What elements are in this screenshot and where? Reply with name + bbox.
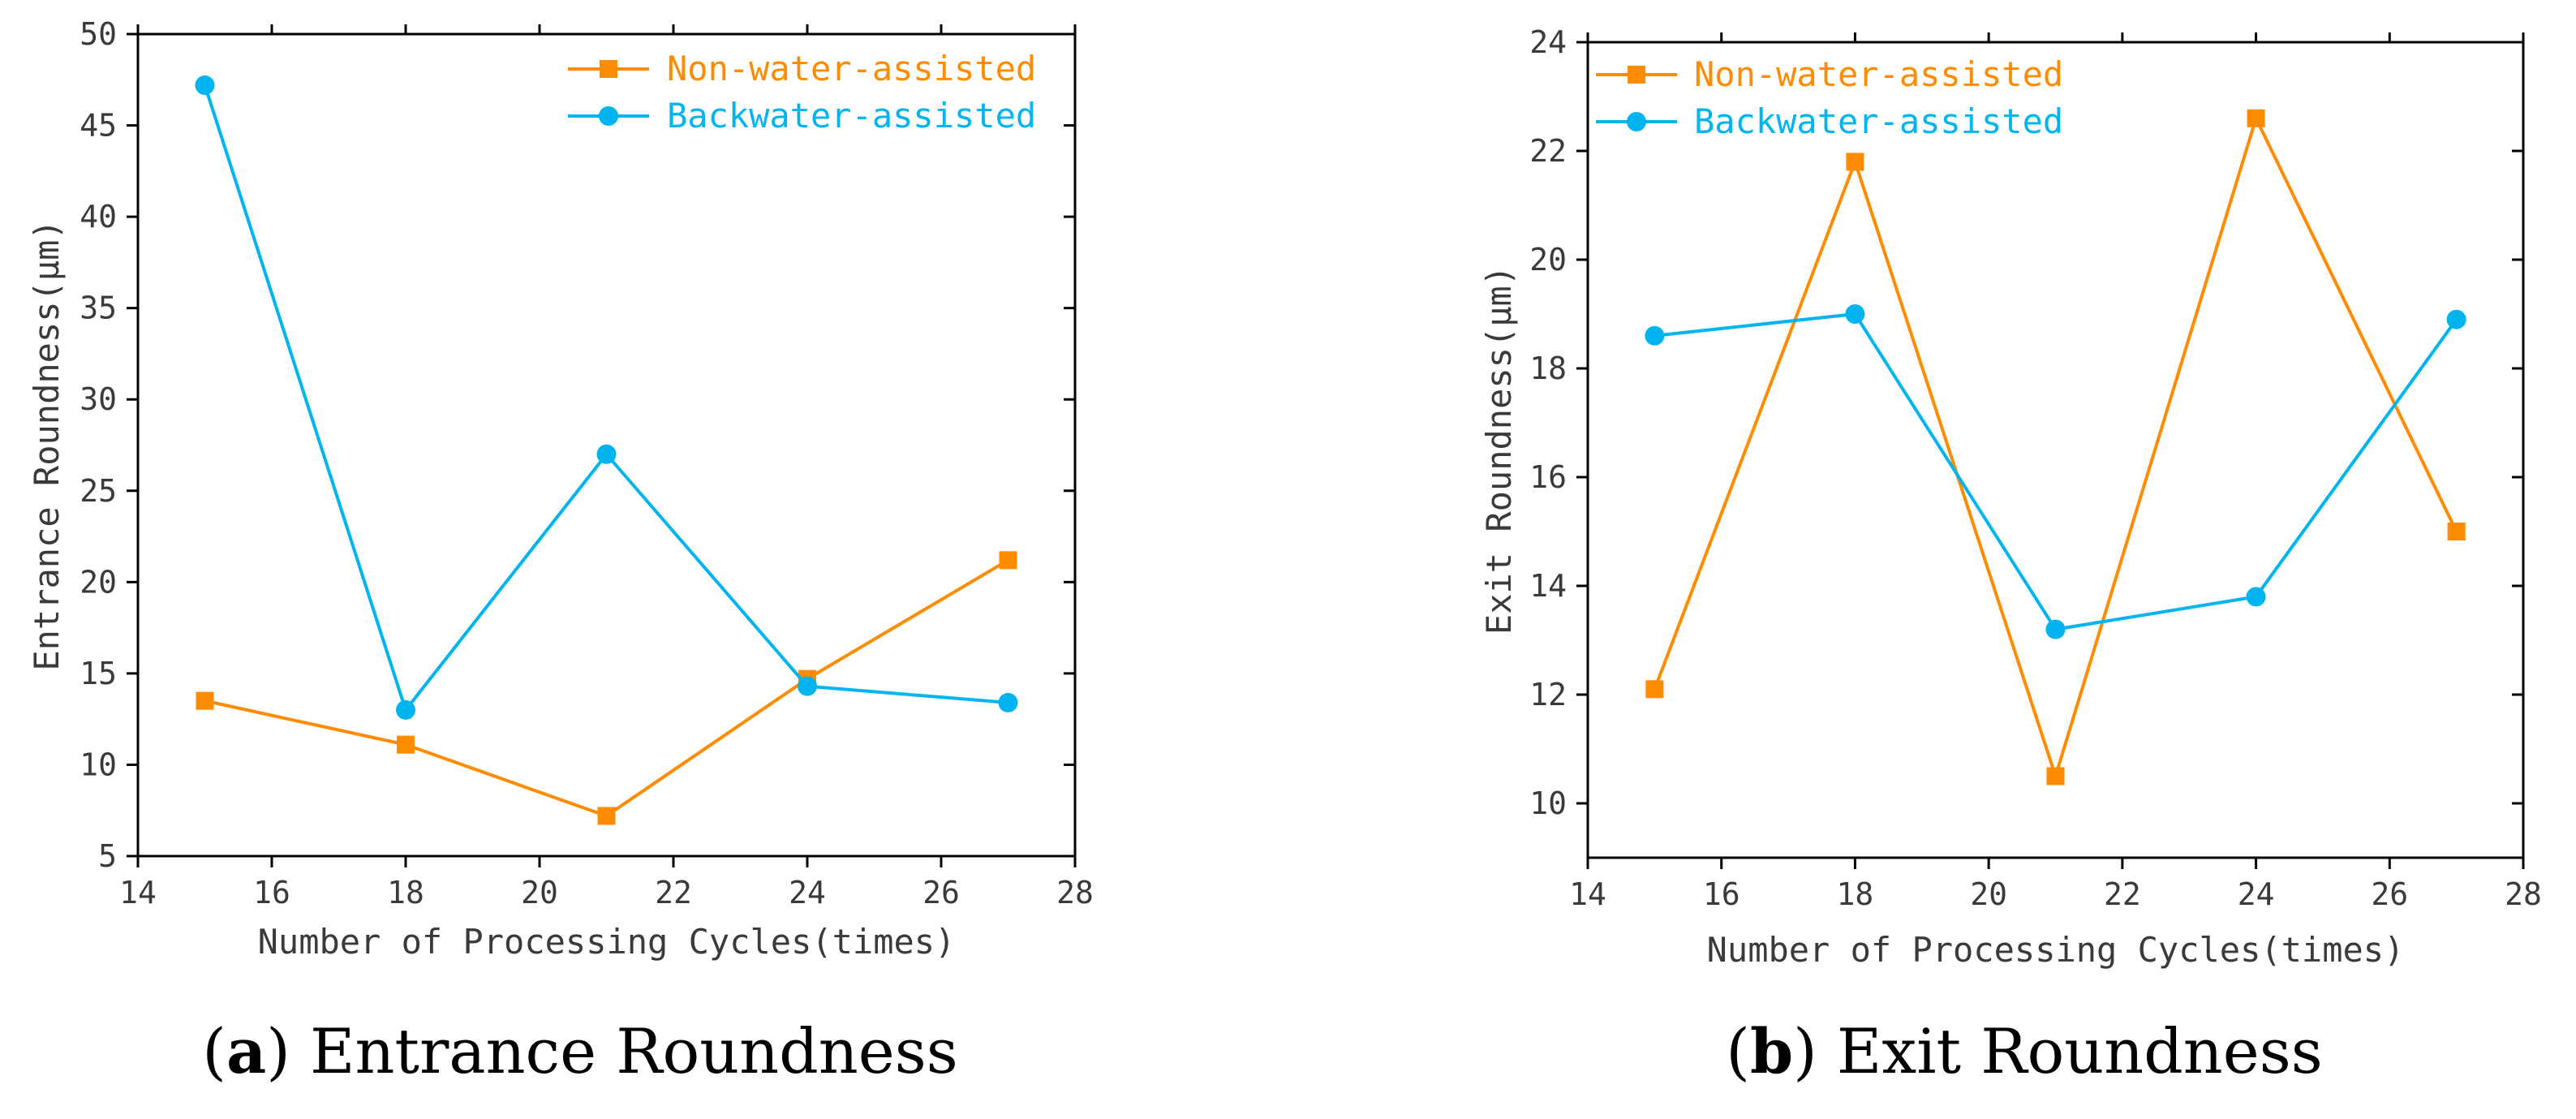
panel-b-data-point-circle bbox=[2045, 619, 2066, 639]
panel-b-y-tick-label: 18 bbox=[1529, 351, 1567, 386]
panel-b-data-point-circle bbox=[2446, 309, 2466, 329]
panel-a-y-tick-label: 40 bbox=[80, 199, 117, 235]
panel-a-legend-label: Non-water-assisted bbox=[667, 49, 1036, 88]
panel-b-x-tick-label: 18 bbox=[1837, 876, 1874, 912]
panel-a-x-tick-label: 16 bbox=[253, 875, 290, 910]
panel-b-data-point-circle bbox=[1845, 304, 1865, 324]
panel-b-x-axis-label: Number of Processing Cycles(times) bbox=[1707, 930, 2405, 970]
panel-a-data-point-circle bbox=[998, 692, 1018, 712]
panel-a-x-tick-label: 26 bbox=[922, 875, 960, 910]
panel-b-legend-entry-2: Backwater-assisted bbox=[1596, 101, 2063, 141]
panel-b-y-tick-label: 10 bbox=[1529, 785, 1567, 821]
panel-a-data-point-circle bbox=[596, 444, 617, 464]
panel-b-plot-frame bbox=[1586, 41, 2525, 859]
panel-b-y-tick-label: 20 bbox=[1529, 242, 1567, 278]
panel-a-y-tick-label: 25 bbox=[80, 473, 117, 509]
panel-a-plot-frame bbox=[136, 32, 1077, 858]
panel-b-legend-label: Non-water-assisted bbox=[1694, 54, 2063, 94]
panel-b-data-point-square bbox=[1645, 680, 1664, 699]
panel-b-series-line-1 bbox=[1653, 114, 2458, 782]
panel-a-series-line-1 bbox=[204, 558, 1009, 818]
panel-a-x-tick-label: 28 bbox=[1056, 875, 1094, 910]
panel-b-y-tick-label: 24 bbox=[1529, 24, 1567, 60]
panel-b-legend-entry-1: Non-water-assisted bbox=[1596, 54, 2063, 94]
panel-b-legend-marker-square bbox=[1628, 66, 1645, 84]
panel-a-y-tick-label: 15 bbox=[80, 656, 117, 691]
panel-b-y-axis-label: Exit Roundness(μm) bbox=[1479, 265, 1519, 635]
panel-a-data-point-square bbox=[196, 691, 214, 710]
panel-b-caption: (b) Exit Roundness bbox=[1726, 1015, 2322, 1087]
panel-a-x-tick-label: 18 bbox=[387, 875, 424, 910]
panel-a-data-point-square bbox=[397, 735, 415, 754]
panel-b-x-tick-label: 20 bbox=[1970, 876, 2007, 912]
panel-a-x-axis-label: Number of Processing Cycles(times) bbox=[258, 922, 956, 962]
panel-b-data-point-square bbox=[2447, 523, 2466, 540]
panel-b-y-tick-label: 14 bbox=[1529, 568, 1567, 604]
panel-b-legend-label: Backwater-assisted bbox=[1694, 101, 2063, 141]
panel-a-entrance-roundness: 14 16 18 20 22 24 26 28 5 10 15 20 25 30 35 40 45 50 Numbe… bbox=[27, 16, 1094, 1087]
panel-a-data-point-circle bbox=[195, 75, 215, 96]
panel-a-legend-marker-circle bbox=[599, 106, 618, 126]
panel-b-series-line-2 bbox=[1654, 312, 2458, 631]
panel-b-x-tick-label: 26 bbox=[2371, 876, 2408, 912]
panel-a-x-tick-label: 20 bbox=[521, 875, 558, 910]
panel-b-data-point-square bbox=[2046, 767, 2065, 785]
panel-a-y-tick-label: 45 bbox=[80, 108, 117, 144]
panel-a-legend-entry-1: Non-water-assisted bbox=[568, 49, 1036, 88]
panel-a-y-tick-label: 50 bbox=[80, 16, 117, 52]
panel-b-x-tick-label: 24 bbox=[2238, 876, 2275, 912]
panel-a-x-tick-label: 22 bbox=[655, 875, 692, 910]
panel-b-y-tick-label: 16 bbox=[1529, 459, 1567, 495]
panel-a-y-tick-label: 20 bbox=[80, 564, 117, 600]
panel-b-x-tick-label: 16 bbox=[1703, 876, 1740, 912]
panel-b-data-point-square bbox=[2247, 109, 2265, 127]
panel-b-data-point-circle bbox=[2246, 587, 2266, 607]
panel-a-x-tick-label: 24 bbox=[789, 875, 826, 910]
panel-b-legend-marker-circle bbox=[1627, 112, 1646, 131]
panel-a-y-tick-label: 5 bbox=[98, 838, 117, 874]
panel-a-legend-label: Backwater-assisted bbox=[667, 96, 1036, 136]
panel-b-x-tick-label: 28 bbox=[2505, 876, 2542, 912]
panel-a-y-tick-label: 30 bbox=[80, 381, 117, 417]
panel-a-data-point-square bbox=[999, 551, 1017, 570]
panel-b-data-point-square bbox=[1846, 153, 1864, 171]
panel-b-exit-roundness: 14 16 18 20 22 24 26 28 10 12 14 16 18 20 22 24 Number o… bbox=[1479, 24, 2542, 1087]
panel-b-data-point-circle bbox=[1645, 325, 1665, 346]
panel-b-x-tick-label: 14 bbox=[1569, 876, 1606, 912]
panel-a-caption: (a) Entrance Roundness bbox=[202, 1015, 957, 1087]
panel-a-data-point-circle bbox=[798, 676, 817, 696]
panel-a-y-axis-label: Entrance Roundness(μm) bbox=[27, 219, 67, 670]
panel-a-series-line-2 bbox=[203, 84, 1008, 714]
panel-b-y-tick-label: 22 bbox=[1529, 133, 1567, 169]
panel-b-x-tick-label: 22 bbox=[2104, 876, 2141, 912]
panel-a-data-point-circle bbox=[396, 699, 415, 720]
panel-b-y-tick-label: 12 bbox=[1529, 677, 1567, 712]
panel-a-y-tick-label: 35 bbox=[80, 291, 117, 326]
panel-a-legend-marker-square bbox=[600, 60, 617, 78]
panel-a-y-tick-label: 10 bbox=[80, 747, 117, 782]
panel-a-x-tick-label: 14 bbox=[119, 875, 157, 910]
panel-a-data-point-square bbox=[597, 807, 616, 825]
panel-a-legend-entry-2: Backwater-assisted bbox=[568, 96, 1036, 136]
